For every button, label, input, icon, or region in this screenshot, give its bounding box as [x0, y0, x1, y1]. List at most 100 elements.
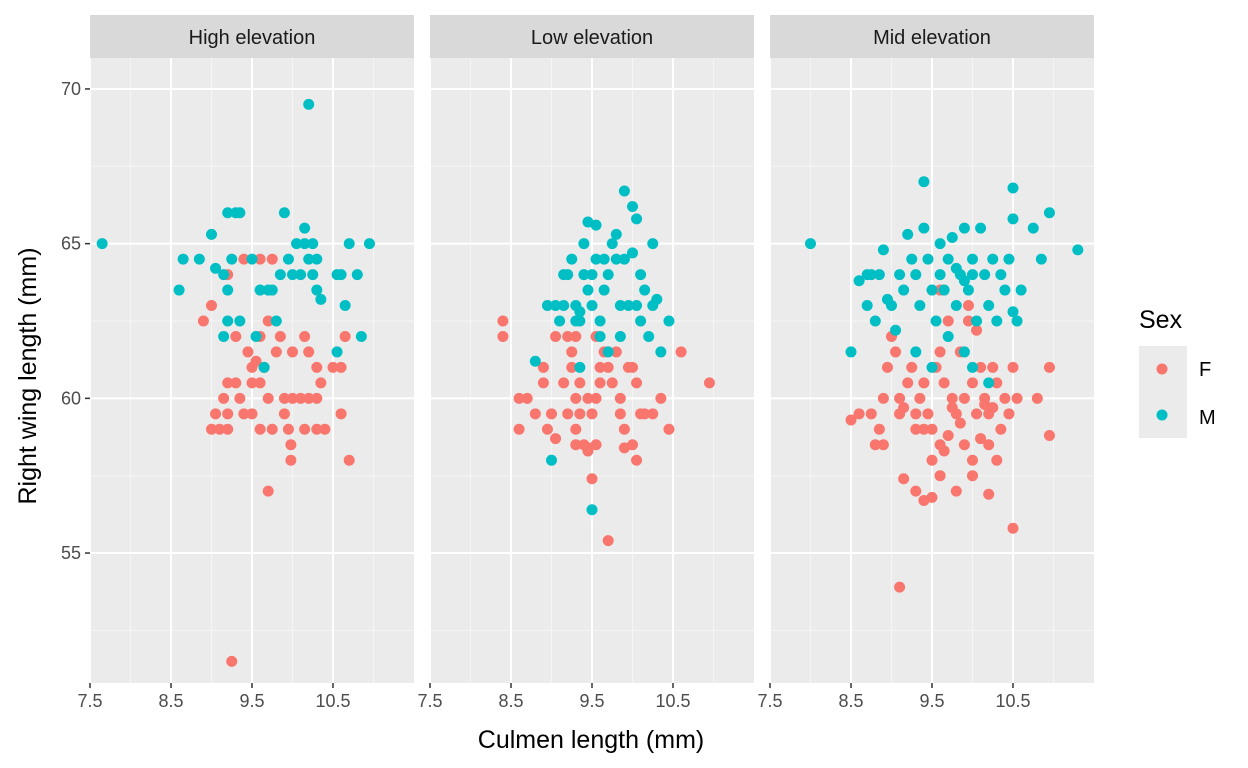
data-point-m — [351, 269, 363, 281]
data-point-f — [1011, 392, 1023, 404]
data-point-f — [890, 346, 902, 358]
data-point-m — [958, 222, 970, 234]
data-point-f — [602, 535, 614, 547]
facet-panel: High elevation 7.5 8.5 9.5 10.5 — [77, 15, 414, 711]
data-point-f — [975, 361, 987, 373]
data-point-m — [278, 207, 290, 219]
data-point-f — [853, 408, 865, 420]
data-point-m — [906, 253, 918, 265]
data-point-f — [618, 423, 630, 435]
data-point-f — [206, 300, 217, 312]
data-point-m — [574, 361, 586, 373]
data-point-f — [529, 408, 541, 420]
data-point-f — [910, 408, 922, 420]
data-point-f — [250, 355, 262, 367]
data-point-m — [865, 269, 877, 281]
data-point-m — [550, 300, 562, 312]
data-point-f — [222, 423, 234, 435]
data-point-m — [218, 330, 230, 342]
data-point-f — [902, 377, 914, 389]
data-point-f — [218, 392, 230, 404]
data-point-f — [586, 473, 598, 485]
data-point-m — [222, 207, 234, 219]
data-point-f — [594, 377, 606, 389]
data-point-f — [967, 470, 978, 482]
data-point-f — [627, 361, 638, 373]
data-point-m — [853, 275, 865, 287]
data-point-f — [967, 454, 978, 466]
data-point-m — [618, 185, 630, 197]
data-point-f — [582, 442, 594, 454]
data-point-f — [1043, 361, 1055, 373]
data-point-f — [287, 392, 298, 404]
data-point-m — [590, 219, 602, 231]
data-point-f — [610, 346, 622, 358]
data-point-m — [926, 284, 938, 296]
data-point-f — [570, 439, 582, 451]
data-point-m — [355, 330, 367, 342]
data-point-m — [315, 293, 327, 305]
x-tick-label: 7.5 — [77, 691, 102, 711]
data-point-m — [529, 355, 541, 367]
data-point-m — [218, 269, 230, 281]
data-point-f — [570, 330, 582, 342]
data-point-m — [311, 284, 323, 296]
data-point-m — [598, 284, 610, 296]
data-point-m — [979, 269, 991, 281]
data-point-m — [546, 454, 557, 466]
data-point-m — [270, 315, 282, 327]
data-point-f — [550, 433, 562, 445]
data-point-m — [635, 269, 647, 281]
data-point-m — [578, 269, 590, 281]
data-point-f — [877, 439, 889, 451]
data-point-f — [282, 423, 294, 435]
data-point-m — [254, 284, 266, 296]
data-point-f — [914, 392, 926, 404]
data-point-m — [586, 504, 598, 516]
data-point-m — [578, 238, 590, 250]
x-tick-label: 9.5 — [919, 691, 944, 711]
data-point-m — [898, 284, 910, 296]
data-point-f — [537, 377, 549, 389]
data-point-f — [987, 361, 999, 373]
data-point-f — [287, 346, 298, 358]
data-point-f — [590, 392, 602, 404]
data-point-f — [562, 330, 574, 342]
data-point-m — [655, 346, 667, 358]
y-tick-label: 65 — [61, 234, 81, 254]
data-point-f — [303, 346, 315, 358]
data-point-m — [574, 306, 586, 318]
data-point-f — [655, 392, 667, 404]
data-point-m — [635, 315, 647, 327]
data-point-f — [614, 408, 626, 420]
legend-key-background — [1139, 346, 1187, 438]
data-point-f — [558, 377, 570, 389]
data-point-m — [335, 269, 347, 281]
data-point-m — [541, 300, 553, 312]
data-point-f — [270, 346, 282, 358]
data-point-m — [307, 238, 319, 250]
data-point-m — [222, 284, 234, 296]
data-point-m — [946, 231, 958, 243]
data-point-f — [262, 485, 274, 497]
data-point-f — [991, 377, 1003, 389]
data-point-m — [930, 315, 942, 327]
data-point-f — [311, 361, 323, 373]
data-point-f — [999, 392, 1011, 404]
data-point-f — [242, 346, 254, 358]
data-point-m — [1007, 213, 1019, 225]
data-point-f — [570, 423, 582, 435]
data-point-f — [562, 408, 574, 420]
data-point-m — [610, 253, 622, 265]
data-point-f — [606, 377, 618, 389]
data-point-f — [262, 315, 274, 327]
data-point-m — [594, 315, 606, 327]
data-point-f — [343, 454, 355, 466]
data-point-f — [537, 361, 549, 373]
data-point-m — [206, 228, 217, 240]
facet-panel: Mid elevation 7.5 8.5 9.5 10.5 — [757, 15, 1094, 711]
data-point-m — [287, 269, 298, 281]
data-point-m — [950, 262, 962, 274]
data-point-f — [703, 377, 715, 389]
